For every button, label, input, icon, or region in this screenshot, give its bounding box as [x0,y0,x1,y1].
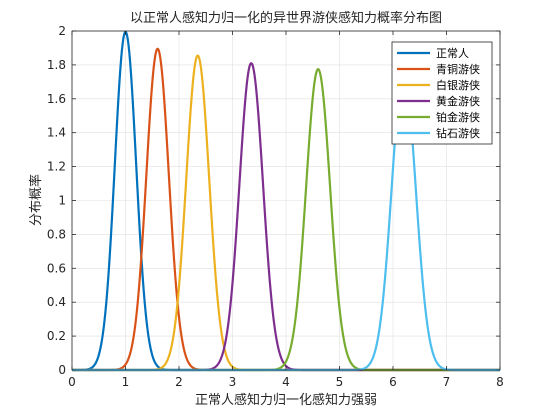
x-tick-label: 4 [282,375,290,389]
y-tick-label: 1.2 [47,160,66,174]
legend-entry-label: 白银游侠 [436,78,480,92]
x-tick-label: 0 [68,375,76,389]
y-tick-label: 0.2 [47,329,66,343]
y-tick-label: 1 [58,194,66,208]
y-tick-label: 1.6 [47,92,66,106]
legend-entry-label: 正常人 [436,47,469,60]
y-tick-label: 0 [58,363,66,377]
legend-entry-label: 铂金游侠 [436,110,480,124]
y-axis-label: 分布概率 [28,174,44,226]
legend-entry-label: 青铜游侠 [436,62,480,76]
axis-ticks: 0 1 2 3 4 5 6 7 8 0 0.2 0.4 0.6 0.8 1 1.2 1.4 1.6 1.8 2 [47,24,504,389]
y-tick-label: 1.4 [47,126,66,140]
x-tick-label: 5 [336,375,344,389]
y-tick-label: 0.6 [47,261,66,275]
x-tick-label: 1 [122,375,130,389]
chart-title: 以正常人感知力归一化的异世界游侠感知力概率分布图 [130,10,442,26]
y-tick-label: 1.8 [47,58,66,72]
y-tick-label: 2 [58,24,66,38]
legend-box [391,41,493,145]
y-tick-label: 0.4 [47,295,66,309]
x-tick-label: 3 [229,375,237,389]
x-tick-label: 8 [496,375,504,389]
y-tick-label: 0.8 [47,227,66,241]
legend-entry-label: 黄金游侠 [436,94,480,108]
x-tick-label: 6 [389,375,397,389]
legend-entry-label: 钻石游侠 [436,126,480,140]
x-axis-label: 正常人感知力归一化感知力强弱 [195,392,377,408]
x-tick-label: 7 [443,375,451,389]
x-tick-label: 2 [175,375,183,389]
